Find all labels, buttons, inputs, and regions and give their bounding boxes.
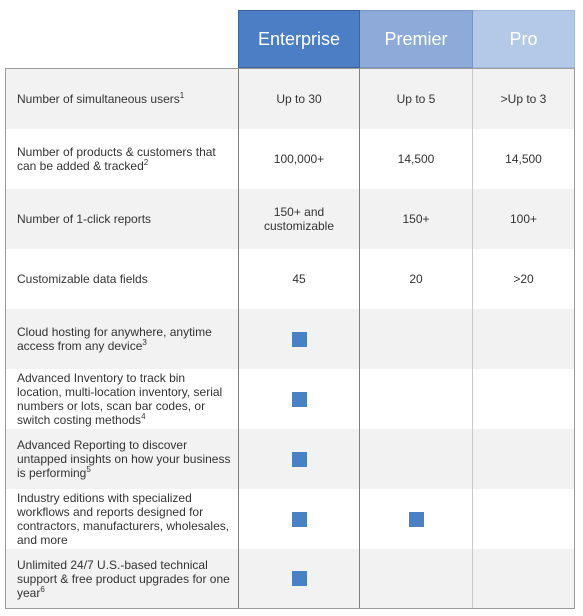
feature-label: Industry editions with specialized workf… (17, 491, 230, 547)
feature-label: Unlimited 24/7 U.S.-based technical supp… (17, 557, 230, 600)
premier-cell (360, 309, 473, 369)
feature-label: Number of simultaneous users1 (17, 91, 185, 107)
pro-value: 100+ (509, 212, 538, 226)
comparison-grid: Number of simultaneous users1 Up to 30 U… (5, 68, 575, 609)
feature-label: Number of 1-click reports (17, 212, 152, 226)
check-square-icon (291, 511, 307, 527)
premier-value: 14,500 (360, 129, 473, 189)
pro-cell (473, 429, 574, 489)
enterprise-cell (238, 489, 360, 549)
table-row: Cloud hosting for anywhere, anytime acce… (6, 309, 574, 369)
pro-value: >Up to 3 (500, 92, 547, 106)
feature-label: Advanced Inventory to track bin location… (17, 371, 223, 427)
check-square-icon (291, 571, 307, 586)
pro-cell (473, 549, 574, 608)
enterprise-cell (238, 309, 360, 369)
table-row: Industry editions with specialized workf… (6, 489, 574, 549)
pro-cell (473, 489, 574, 549)
header-premier: Premier (360, 10, 473, 68)
pro-cell (473, 369, 574, 429)
check-square-icon (291, 331, 307, 347)
pro-value: >20 (513, 272, 534, 286)
check-square-icon (291, 391, 307, 407)
table-row: Customizable data fields 45 20 >20 (6, 249, 574, 309)
header-pro: Pro (473, 10, 575, 68)
table-row: Unlimited 24/7 U.S.-based technical supp… (6, 549, 574, 608)
table-row: Advanced Reporting to discover untapped … (6, 429, 574, 489)
premier-value: 20 (360, 249, 473, 309)
table-row: Advanced Inventory to track bin location… (6, 369, 574, 429)
check-square-icon (408, 511, 424, 527)
premier-cell (360, 489, 473, 549)
feature-label: Customizable data fields (17, 272, 148, 286)
pro-cell (473, 309, 574, 369)
pro-value: 14,500 (505, 152, 542, 166)
premier-cell (360, 369, 473, 429)
enterprise-cell (238, 549, 360, 608)
enterprise-value: 100,000+ (238, 129, 360, 189)
feature-label: Cloud hosting for anywhere, anytime acce… (17, 325, 212, 353)
feature-label: Advanced Reporting to discover untapped … (17, 438, 231, 480)
premier-cell (360, 549, 473, 608)
check-square-icon (291, 451, 307, 467)
enterprise-cell (238, 369, 360, 429)
header-enterprise: Enterprise (238, 10, 360, 68)
premier-value: Up to 5 (360, 69, 473, 129)
enterprise-value: Up to 30 (238, 69, 360, 129)
premier-value: 150+ (360, 189, 473, 249)
table-row: Number of products & customers that can … (6, 129, 574, 189)
enterprise-value: 150+ and customizable (238, 189, 360, 249)
table-row: Number of 1-click reports 150+ and custo… (6, 189, 574, 249)
enterprise-cell (238, 429, 360, 489)
enterprise-value: 45 (238, 249, 360, 309)
premier-cell (360, 429, 473, 489)
feature-label: Number of products & customers that can … (17, 145, 216, 173)
table-row: Number of simultaneous users1 Up to 30 U… (6, 69, 574, 129)
